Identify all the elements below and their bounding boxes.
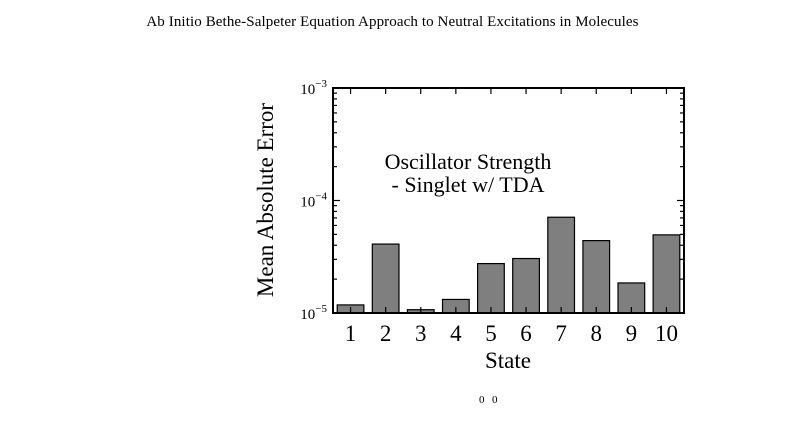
x-tick-label: 5 bbox=[485, 321, 497, 346]
bar-state-10 bbox=[652, 234, 681, 314]
bar-state-6 bbox=[512, 257, 540, 314]
chart-subtitle: - Singlet w/ TDA bbox=[392, 172, 545, 197]
bar-state-2 bbox=[371, 243, 400, 314]
footer-fragment: 0 0 bbox=[0, 394, 785, 424]
bar-state-5 bbox=[477, 262, 505, 314]
x-tick-label: 10 bbox=[655, 321, 678, 346]
x-tick-label: 8 bbox=[591, 321, 603, 346]
x-tick-label: 1 bbox=[345, 321, 357, 346]
x-tick-label: 7 bbox=[555, 321, 567, 346]
x-tick-label: 2 bbox=[380, 321, 392, 346]
running-header: Ab Initio Bethe-Salpeter Equation Approa… bbox=[146, 14, 639, 30]
bar-state-7 bbox=[547, 216, 576, 314]
footer-fragment-left: 0 bbox=[479, 394, 485, 406]
bar-state-8 bbox=[582, 240, 611, 314]
x-axis-label: State bbox=[485, 348, 531, 373]
x-tick-label: 9 bbox=[626, 321, 638, 346]
y-tick-label: 10−3 bbox=[300, 78, 327, 98]
chart-title: Oscillator Strength bbox=[385, 149, 552, 174]
x-tick-label: 6 bbox=[520, 321, 532, 346]
y-axis-label: Mean Absolute Error bbox=[253, 103, 278, 298]
y-tick-label: 10−5 bbox=[300, 303, 327, 323]
x-tick-label: 4 bbox=[450, 321, 462, 346]
x-tick-label: 3 bbox=[415, 321, 427, 346]
footer-fragment-right: 0 bbox=[492, 394, 498, 406]
y-tick-label: 10−4 bbox=[300, 191, 327, 211]
